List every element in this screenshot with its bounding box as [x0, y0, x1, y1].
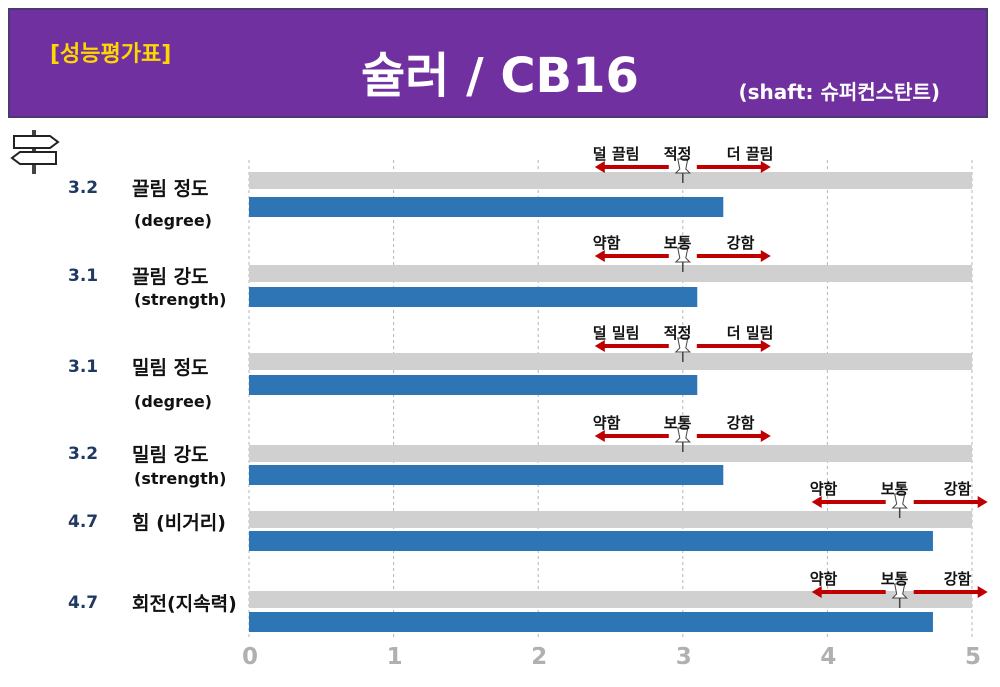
right-arrow-head: [977, 586, 988, 598]
left-arrow-head: [594, 340, 605, 352]
track-bar: [249, 445, 972, 462]
x-tick-label: 2: [531, 644, 548, 670]
scale-center-label: 보통: [663, 234, 692, 252]
pushpin-icon: [674, 337, 692, 353]
row-score: 4.7: [68, 512, 99, 532]
value-bar: [249, 375, 698, 395]
pushpin-icon: [674, 158, 692, 174]
scale-center-label: 적정: [663, 324, 692, 342]
signpost-icon: [10, 130, 60, 174]
pushpin-icon: [891, 583, 908, 599]
left-arrow-head: [594, 250, 605, 262]
pushpin-icon: [891, 493, 908, 509]
page-title: 슐러 / CB16: [361, 48, 639, 104]
right-arrow-head: [760, 430, 771, 442]
row-score: 4.7: [68, 593, 99, 613]
value-bar: [249, 612, 933, 632]
track-bar: [249, 353, 972, 370]
pushpin-icon: [674, 247, 692, 263]
track-bar: [249, 172, 972, 189]
left-arrow-head: [594, 161, 605, 173]
row-label: 끌림 정도: [132, 178, 209, 200]
x-tick-label: 1: [386, 644, 403, 670]
left-arrow-head: [811, 586, 822, 598]
right-arrow-head: [760, 340, 771, 352]
row-sublabel: (strength): [134, 290, 227, 309]
right-arrow-head: [760, 161, 771, 173]
scale-left-label: 약함: [592, 414, 621, 432]
track-bar: [249, 511, 972, 528]
header-banner: [성능평가표] 슐러 / CB16 (shaft: 슈퍼컨스탄트): [8, 8, 988, 118]
track-bar: [249, 591, 972, 608]
value-bar: [249, 197, 724, 217]
scale-right-label: 강함: [726, 234, 755, 252]
scale-right-label: 강함: [726, 414, 755, 432]
scale-center-label: 적정: [663, 145, 692, 163]
x-tick-label: 5: [965, 644, 982, 670]
x-tick-label: 0: [242, 644, 259, 670]
row-score: 3.2: [68, 444, 99, 464]
x-tick-label: 3: [675, 644, 692, 670]
right-arrow-head: [977, 496, 988, 508]
left-arrow-head: [811, 496, 822, 508]
scale-center-label: 보통: [880, 480, 909, 498]
scale-left-label: 약함: [592, 234, 621, 252]
scale-left-label: 약함: [809, 480, 838, 498]
row-label: 힘 (비거리): [132, 512, 226, 534]
row-label: 밀림 정도: [132, 357, 209, 379]
row-sublabel: (strength): [134, 469, 227, 488]
scale-right-label: 강함: [943, 480, 972, 498]
scale-center-label: 보통: [880, 570, 909, 588]
value-bar: [249, 465, 724, 485]
evaluation-badge: [성능평가표]: [50, 42, 172, 67]
scale-left-label: 덜 밀림: [592, 324, 640, 342]
row-sublabel: (degree): [134, 211, 212, 230]
row-score: 3.1: [68, 357, 99, 377]
value-bar: [249, 287, 698, 307]
row-label: 끌림 강도: [132, 266, 209, 288]
scale-right-label: 강함: [943, 570, 972, 588]
row-label: 밀림 강도: [132, 444, 209, 466]
row-score: 3.1: [68, 266, 99, 286]
scale-left-label: 약함: [809, 570, 838, 588]
right-arrow-head: [760, 250, 771, 262]
row-label: 회전(지속력): [132, 593, 237, 615]
scale-right-label: 더 밀림: [726, 324, 774, 342]
row-score: 3.2: [68, 178, 99, 198]
row-sublabel: (degree): [134, 392, 212, 411]
value-bar: [249, 531, 933, 551]
left-arrow-head: [594, 430, 605, 442]
track-bar: [249, 265, 972, 282]
x-tick-label: 4: [820, 644, 837, 670]
scale-left-label: 덜 끌림: [592, 145, 640, 163]
scale-right-label: 더 끌림: [726, 145, 774, 163]
pushpin-icon: [674, 427, 692, 443]
scale-center-label: 보통: [663, 414, 692, 432]
shaft-subtitle: (shaft: 슈퍼컨스탄트): [738, 80, 940, 104]
